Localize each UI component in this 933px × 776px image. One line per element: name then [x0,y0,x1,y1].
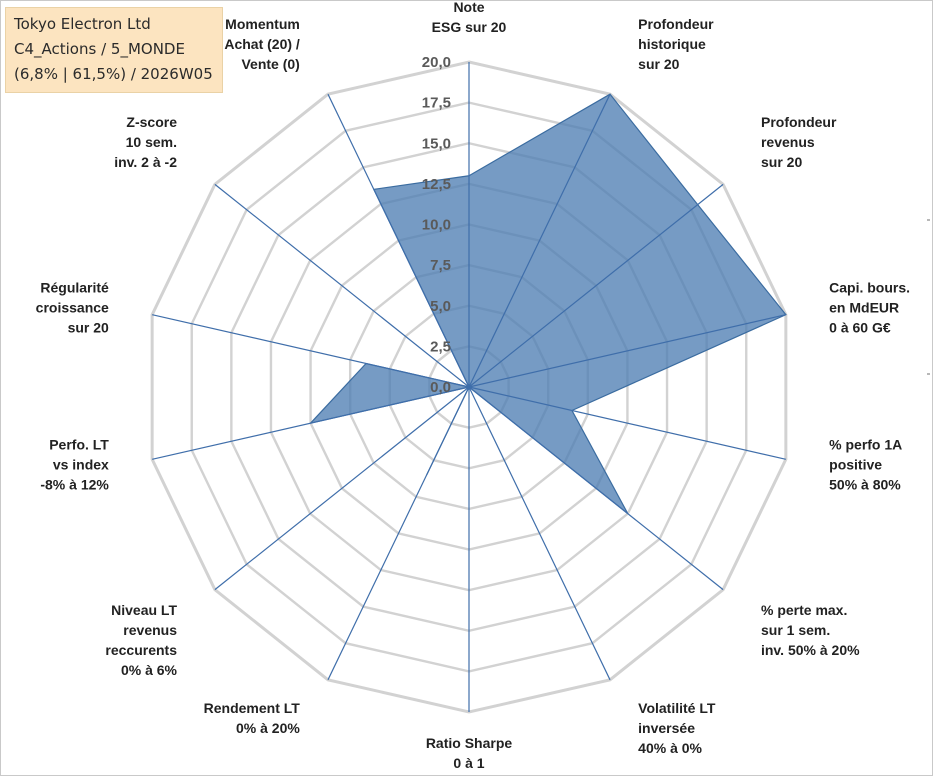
axis-spoke [152,386,470,460]
axis-label: Profondeur revenus sur 20 [761,114,837,170]
axis-spoke [327,386,470,681]
axis-label: Perfo. LT vs index -8% à 12% [40,437,109,493]
tick-label: 10,0 [422,217,451,234]
company-name: Tokyo Electron Ltd [14,15,151,33]
axis-label: Capi. bours. en MdEUR 0 à 60 G€ [829,279,910,335]
axis-spoke [327,93,470,388]
axis-label: Volatilité LT inversée 40% à 0% [638,700,716,756]
axis-spoke [214,183,470,388]
axis-spoke [152,314,470,388]
axis-spoke [468,386,611,681]
tick-label: 20,0 [422,54,451,71]
axis-label: % perte max. sur 1 sem. inv. 50% à 20% [761,602,860,658]
axis-spoke [468,183,724,388]
axis-label: Ratio Sharpe 0 à 1 [426,735,513,771]
axis-label: Z-score 10 sem. inv. 2 à -2 [114,114,177,170]
category: C4_Actions / 5_MONDE [14,40,185,58]
edge-mark [927,219,930,221]
tick-label: 5,0 [430,298,451,315]
axis-spoke [468,93,611,388]
axis-spoke [214,386,470,591]
axis-spoke [468,386,786,460]
axis-label: Profondeur historique sur 20 [638,16,714,72]
axis-label: Régularité croissance sur 20 [36,279,109,335]
scores-week: (6,8% | 61,5%) / 2026W05 [14,65,213,83]
info-box: Tokyo Electron Ltd C4_Actions / 5_MONDE … [5,7,223,93]
tick-label: 2,5 [430,338,451,355]
axis-label: Momentum Achat (20) / Vente (0) [224,16,300,72]
axis-spoke [468,386,724,591]
axis-label: Niveau LT revenus reccurents 0% à 6% [105,602,177,678]
edge-mark [927,373,930,375]
axis-spoke [468,314,786,388]
tick-label: 0,0 [430,379,451,396]
axis-label: Note ESG sur 20 [432,1,507,35]
tick-label: 7,5 [430,257,451,274]
axis-label: % perfo 1A positive 50% à 80% [829,437,902,493]
tick-label: 12,5 [422,176,451,193]
tick-label: 17,5 [422,95,451,112]
tick-label: 15,0 [422,135,451,152]
axis-label: Rendement LT 0% à 20% [204,700,301,736]
